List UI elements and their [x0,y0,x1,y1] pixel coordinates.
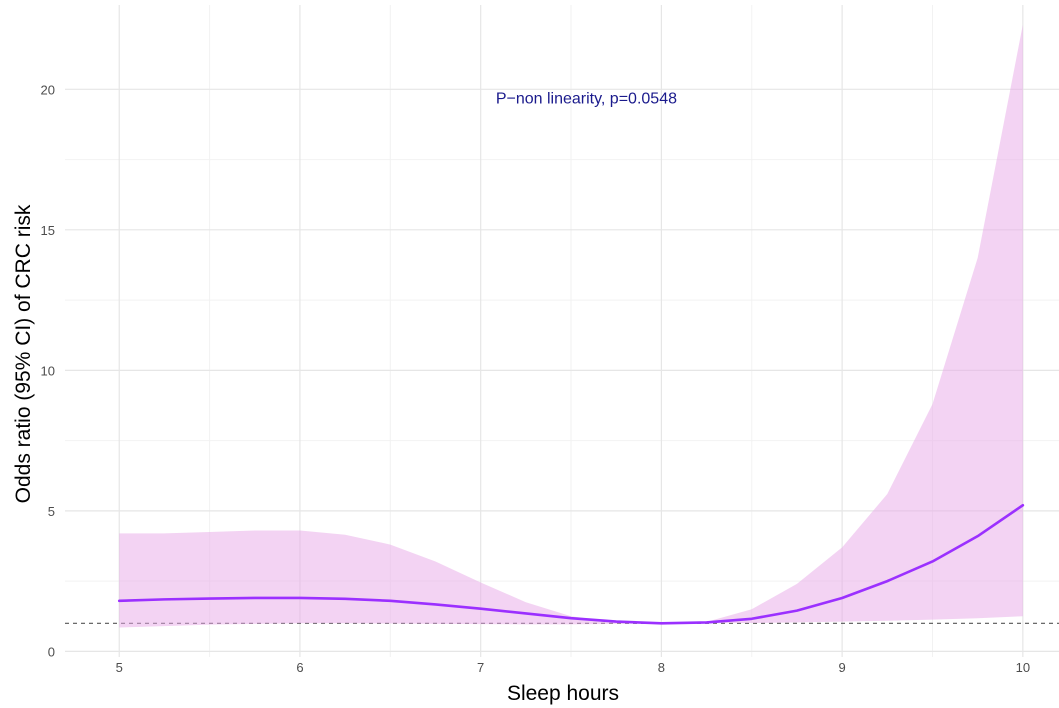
y-axis-ticks: 0 5 10 15 20 [41,82,55,659]
x-axis-ticks: 5 6 7 8 9 10 [116,660,1030,675]
y-tick-label: 10 [41,363,55,378]
confidence-band-layer [119,24,1023,628]
confidence-band [119,24,1023,628]
x-tick-label: 7 [477,660,484,675]
x-tick-label: 6 [296,660,303,675]
x-tick-label: 5 [116,660,123,675]
x-axis-title: Sleep hours [507,682,619,705]
x-tick-label: 9 [839,660,846,675]
y-axis-title: Odds ratio (95% CI) of CRC risk [12,204,35,503]
y-tick-label: 15 [41,223,55,238]
odds-ratio-line-layer [117,503,1025,625]
nonlinearity-annotation: P−non linearity, p=0.0548 [496,91,677,108]
x-tick-label: 8 [658,660,665,675]
odds-ratio-line [117,503,1025,625]
x-tick-label: 10 [1016,660,1030,675]
y-tick-label: 5 [48,504,55,519]
y-tick-label: 20 [41,82,55,97]
y-tick-label: 0 [48,644,55,659]
